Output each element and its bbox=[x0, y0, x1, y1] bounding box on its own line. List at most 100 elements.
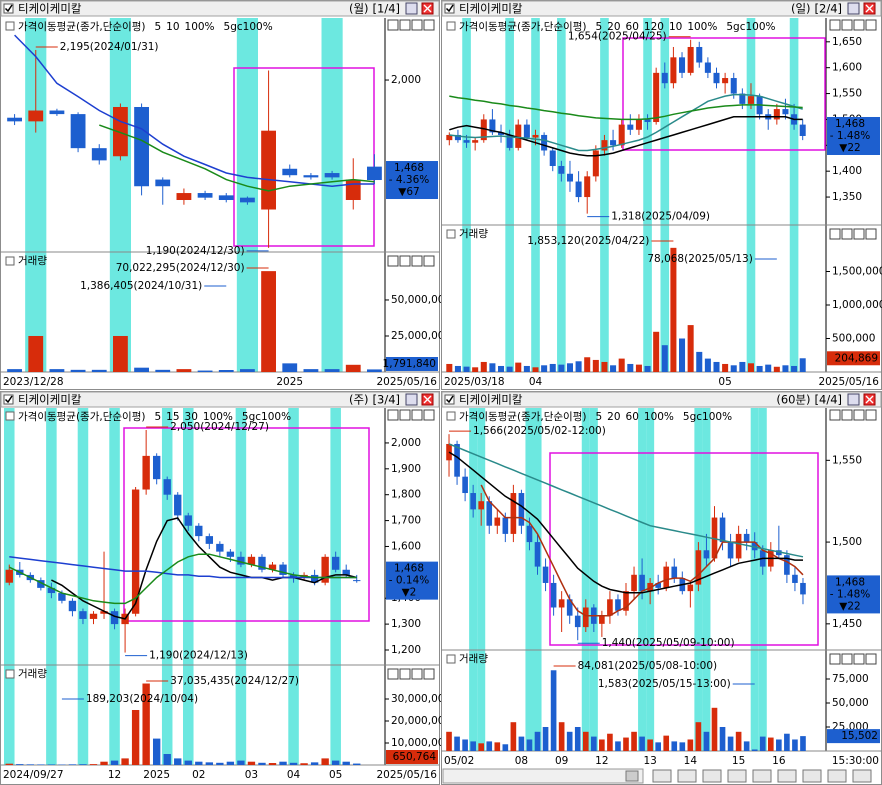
settings-button[interactable] bbox=[405, 2, 418, 15]
volume-bar bbox=[478, 743, 485, 751]
pane-button[interactable] bbox=[423, 668, 435, 680]
x-tick-label: 2025/05/16 bbox=[376, 376, 437, 388]
x-tick-label: 2025/05/16 bbox=[818, 376, 879, 388]
toolbar-button[interactable] bbox=[652, 769, 672, 783]
pane-button[interactable] bbox=[411, 409, 423, 421]
legend-checkbox[interactable] bbox=[446, 411, 456, 421]
pane-button[interactable] bbox=[853, 409, 865, 421]
pane-button[interactable] bbox=[841, 409, 853, 421]
candle-body bbox=[486, 501, 493, 526]
close-x bbox=[865, 4, 874, 13]
price-box bbox=[827, 116, 880, 155]
settings-button[interactable] bbox=[405, 393, 418, 406]
checkbox[interactable] bbox=[3, 394, 14, 405]
legend-checkbox[interactable] bbox=[446, 21, 456, 31]
pane-button[interactable] bbox=[853, 19, 865, 31]
settings-button[interactable] bbox=[847, 393, 860, 406]
pane-button[interactable] bbox=[423, 255, 435, 267]
volume-checkbox[interactable] bbox=[5, 669, 15, 679]
candle-body bbox=[727, 542, 734, 559]
volume-bar bbox=[226, 761, 235, 765]
toolbar-button[interactable] bbox=[777, 769, 797, 783]
toolbar-button[interactable] bbox=[702, 769, 722, 783]
pane-button[interactable] bbox=[423, 19, 435, 31]
volume-bar bbox=[792, 739, 798, 751]
pane-button[interactable] bbox=[387, 409, 399, 421]
checkbox[interactable] bbox=[444, 394, 455, 405]
toolbar-button[interactable] bbox=[677, 769, 697, 783]
scrollbar[interactable] bbox=[442, 768, 644, 784]
volume-bar bbox=[37, 764, 45, 765]
settings-button[interactable] bbox=[847, 2, 860, 15]
annotation: 1,318(2025/04/09) bbox=[611, 211, 710, 223]
x-tick-label: 04 bbox=[529, 376, 543, 388]
panel-page: [3/4] bbox=[373, 393, 400, 407]
pane-button[interactable] bbox=[841, 19, 853, 31]
pane-button[interactable] bbox=[829, 19, 841, 31]
legend-item: 5 bbox=[154, 21, 161, 33]
legend-checkbox[interactable] bbox=[5, 411, 15, 421]
highlight-band bbox=[235, 408, 247, 765]
pane-button[interactable] bbox=[399, 409, 411, 421]
legend-checkbox[interactable] bbox=[5, 21, 15, 31]
checkbox[interactable] bbox=[3, 3, 14, 14]
scroll-thumb[interactable] bbox=[625, 770, 639, 782]
candle-body bbox=[353, 580, 361, 582]
highlight-band bbox=[702, 408, 711, 751]
pane-button[interactable] bbox=[841, 653, 853, 665]
volume-bar bbox=[782, 365, 789, 372]
legend-item: 5 bbox=[595, 21, 602, 33]
legend-item: 5gc100% bbox=[683, 411, 732, 423]
toolbar-button[interactable] bbox=[752, 769, 772, 783]
pane-button[interactable] bbox=[399, 668, 411, 680]
annotation: 1,190(2024/12/30) bbox=[146, 245, 245, 257]
pane-button[interactable] bbox=[865, 19, 877, 31]
pane-button[interactable] bbox=[387, 19, 399, 31]
checkbox[interactable] bbox=[444, 3, 455, 14]
toolbar-button[interactable] bbox=[727, 769, 747, 783]
pane-button[interactable] bbox=[423, 409, 435, 421]
volume-checkbox[interactable] bbox=[446, 229, 456, 239]
volume-checkbox[interactable] bbox=[5, 256, 15, 266]
pane-button[interactable] bbox=[411, 255, 423, 267]
pane-button[interactable] bbox=[829, 653, 841, 665]
selection-frame bbox=[123, 427, 370, 622]
volume-bar bbox=[532, 367, 539, 372]
pane-button[interactable] bbox=[865, 653, 877, 665]
highlight-band bbox=[600, 18, 609, 372]
toolbar-button[interactable] bbox=[802, 769, 822, 783]
pane-button[interactable] bbox=[387, 668, 399, 680]
pane-button[interactable] bbox=[399, 19, 411, 31]
volume-checkbox[interactable] bbox=[446, 654, 456, 664]
pane-button[interactable] bbox=[399, 255, 411, 267]
pane-button[interactable] bbox=[853, 653, 865, 665]
pane-button[interactable] bbox=[865, 228, 877, 240]
volume-bar bbox=[454, 365, 461, 372]
x-tick-label: 2024/09/27 bbox=[3, 769, 64, 781]
pane-button[interactable] bbox=[411, 668, 423, 680]
volume-bar bbox=[756, 365, 763, 372]
candle-body bbox=[799, 124, 806, 136]
toolbar-button[interactable] bbox=[827, 769, 847, 783]
volume-bar bbox=[462, 739, 468, 751]
annotation: 78,068(2025/05/13) bbox=[647, 253, 752, 265]
close-x bbox=[865, 395, 874, 404]
volume-bar bbox=[696, 351, 703, 372]
chart-panel: 티케이케미칼 [4/4] (60분) 1,550 1,500 1,450 75,000 50,… bbox=[441, 391, 882, 785]
y-tick-label: 1,350 bbox=[832, 191, 862, 203]
pane-button[interactable] bbox=[865, 409, 877, 421]
pane-button[interactable] bbox=[853, 228, 865, 240]
candle-body bbox=[470, 493, 476, 510]
pane-button[interactable] bbox=[829, 409, 841, 421]
x-tick-label: 2025/05/16 bbox=[376, 769, 437, 781]
pane-button[interactable] bbox=[387, 255, 399, 267]
legend-item: 20 bbox=[607, 411, 620, 423]
pane-button[interactable] bbox=[829, 228, 841, 240]
price-box-text: 1,468 bbox=[394, 563, 424, 575]
candle-body bbox=[703, 550, 710, 559]
moving-average-line bbox=[480, 484, 804, 617]
check-mark bbox=[4, 4, 13, 13]
pane-button[interactable] bbox=[411, 19, 423, 31]
pane-button[interactable] bbox=[841, 228, 853, 240]
toolbar-button[interactable] bbox=[852, 769, 872, 783]
